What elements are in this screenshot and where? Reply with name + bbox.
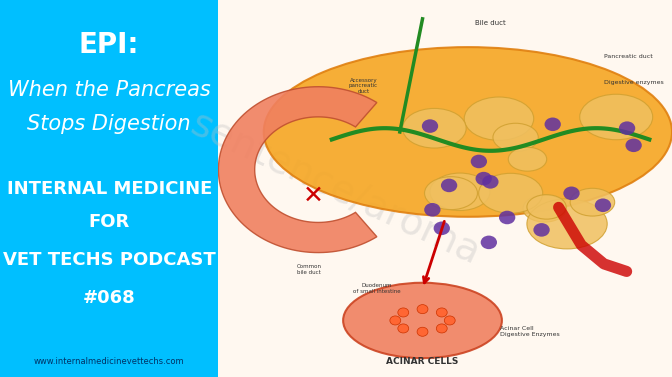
Text: sentence/aroma: sentence/aroma [185,105,487,272]
Ellipse shape [523,195,566,222]
Ellipse shape [430,173,490,210]
Text: Pancreatic duct: Pancreatic duct [604,54,653,59]
Circle shape [619,121,635,135]
Circle shape [398,324,409,333]
Circle shape [534,223,550,237]
Circle shape [422,119,438,133]
Circle shape [563,187,580,200]
Ellipse shape [527,199,607,249]
Text: Common
bile duct: Common bile duct [296,264,322,275]
Text: Acinar Cell
Digestive Enzymes: Acinar Cell Digestive Enzymes [500,326,559,337]
Circle shape [417,327,428,336]
Ellipse shape [343,283,502,358]
Ellipse shape [263,47,672,217]
Text: Digestive enzymes: Digestive enzymes [604,80,664,86]
Ellipse shape [464,97,534,140]
FancyBboxPatch shape [218,0,672,377]
Text: Stops Digestion: Stops Digestion [28,114,191,135]
Circle shape [480,236,497,249]
Polygon shape [218,87,377,253]
Circle shape [390,316,401,325]
Circle shape [433,222,450,235]
Circle shape [436,308,447,317]
Circle shape [398,308,409,317]
Circle shape [544,118,561,131]
Text: Bile duct: Bile duct [475,20,506,26]
Circle shape [444,316,455,325]
Circle shape [499,211,515,224]
Ellipse shape [493,123,538,152]
Circle shape [482,175,499,188]
Text: When the Pancreas: When the Pancreas [8,80,210,101]
FancyBboxPatch shape [0,0,218,377]
Text: EPI:: EPI: [79,31,140,59]
Ellipse shape [403,109,466,148]
Circle shape [476,172,492,185]
Ellipse shape [478,173,543,213]
Circle shape [441,179,457,192]
Text: INTERNAL MEDICINE: INTERNAL MEDICINE [7,179,212,198]
Circle shape [436,324,447,333]
Ellipse shape [508,147,547,171]
Text: VET TECHS PODCAST: VET TECHS PODCAST [3,251,216,269]
Ellipse shape [580,94,653,140]
Text: Accessory
pancreatic
duct: Accessory pancreatic duct [349,78,378,94]
Circle shape [424,203,441,216]
Ellipse shape [527,195,566,219]
Text: Duodenum
of small intestine: Duodenum of small intestine [353,283,401,294]
Circle shape [470,155,487,168]
Text: ✕: ✕ [303,184,324,208]
Ellipse shape [570,188,615,216]
Text: www.internalmedicinevettechs.com: www.internalmedicinevettechs.com [34,357,185,366]
Text: #068: #068 [83,289,136,307]
Circle shape [595,198,611,212]
Text: FOR: FOR [89,213,130,231]
Circle shape [626,138,642,152]
Circle shape [417,305,428,314]
Text: ACINAR CELLS: ACINAR CELLS [386,357,459,366]
Ellipse shape [425,177,477,210]
